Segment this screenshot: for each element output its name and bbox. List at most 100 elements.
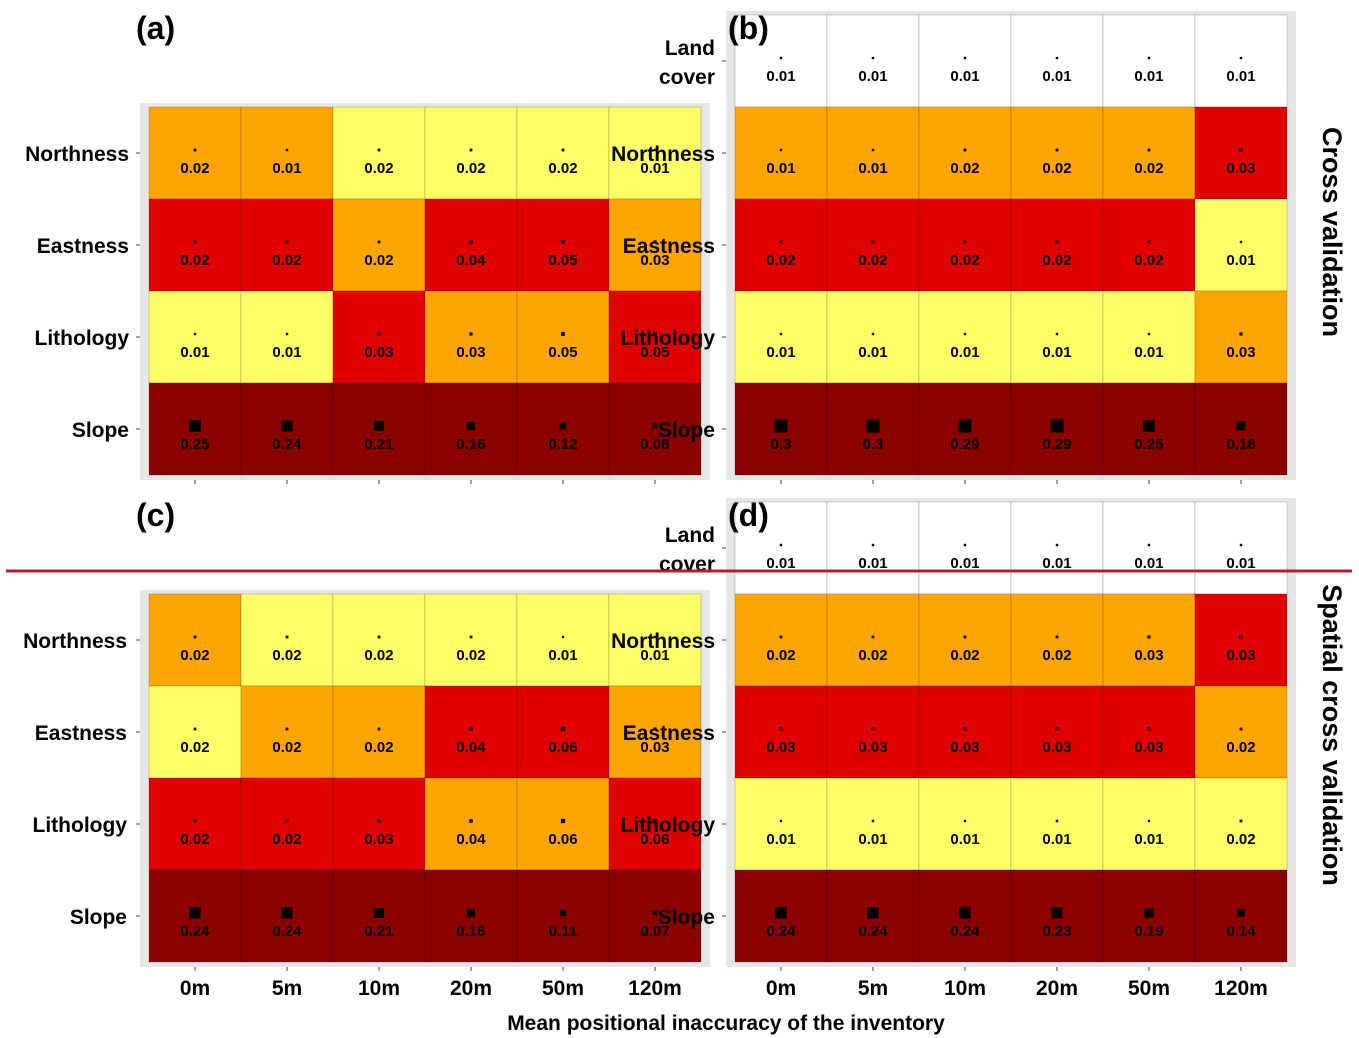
importance-marker (193, 148, 197, 152)
importance-marker (285, 240, 289, 244)
importance-marker (285, 635, 289, 639)
importance-marker (1239, 332, 1243, 336)
importance-marker (871, 240, 875, 244)
importance-marker (193, 727, 197, 731)
heatmap-cell (1194, 501, 1288, 595)
x-tick-label: 20m (450, 977, 492, 1000)
cell-value-label: 0.04 (456, 252, 486, 269)
heatmap-cell (240, 685, 334, 779)
heatmap-cell (148, 777, 242, 871)
heatmap-cell (1010, 14, 1104, 108)
importance-marker (652, 423, 658, 429)
importance-marker (779, 819, 783, 823)
x-tick-label: 120m (628, 977, 682, 1000)
cell-value-label: 0.04 (456, 831, 486, 848)
importance-marker (469, 635, 473, 639)
heatmap-cell (608, 106, 702, 200)
cell-value-label: 0.03 (1226, 160, 1255, 177)
cell-value-label: 0.02 (364, 252, 393, 269)
cell-value-label: 0.01 (1042, 555, 1071, 572)
cell-value-label: 0.02 (456, 160, 485, 177)
importance-marker (871, 727, 875, 731)
cell-value-label: 0.08 (640, 436, 669, 453)
importance-marker (1239, 148, 1243, 152)
importance-marker (1239, 240, 1243, 244)
importance-marker (1055, 148, 1059, 152)
heatmap-cell (516, 593, 610, 687)
cell-value-label: 0.01 (858, 831, 887, 848)
cell-value-label: 0.24 (272, 436, 302, 453)
importance-marker (193, 332, 197, 336)
importance-marker (1147, 635, 1151, 639)
importance-marker (469, 819, 473, 823)
importance-marker (774, 419, 788, 433)
cell-value-label: 0.01 (180, 344, 209, 361)
cell-value-label: 0.03 (456, 344, 485, 361)
y-tick-label: Land cover (659, 524, 715, 576)
cell-value-label: 0.29 (950, 436, 979, 453)
heatmap-cell (148, 106, 242, 200)
importance-marker (779, 148, 783, 152)
y-tick-label: Northness (23, 630, 127, 653)
cell-value-label: 0.01 (1134, 831, 1163, 848)
heatmap-cell (148, 198, 242, 292)
heatmap-cell (608, 869, 702, 963)
cell-value-label: 0.01 (1226, 555, 1255, 572)
cell-value-label: 0.24 (950, 923, 980, 940)
cell-value-label: 0.02 (180, 647, 209, 664)
heatmap-cell (148, 685, 242, 779)
heatmap-cell (1194, 685, 1288, 779)
cell-value-label: 0.02 (456, 647, 485, 664)
importance-marker (285, 727, 289, 731)
importance-marker (653, 332, 657, 336)
y-tick-label: Lithology (621, 327, 716, 350)
importance-marker (1055, 819, 1059, 823)
heatmap-cell (826, 593, 920, 687)
importance-marker (560, 726, 566, 732)
cell-value-label: 0.02 (1226, 831, 1255, 848)
importance-marker (374, 421, 384, 431)
y-tick-label: Slope (70, 906, 127, 929)
importance-marker (1147, 332, 1151, 336)
importance-marker (779, 635, 783, 639)
importance-marker (1147, 819, 1151, 823)
x-tick-label: 120m (1214, 977, 1268, 1000)
heatmap-cell (918, 685, 1012, 779)
cell-value-label: 0.24 (272, 923, 302, 940)
importance-marker (775, 907, 787, 919)
cell-value-label: 0.18 (1226, 436, 1255, 453)
heatmap-cell (608, 593, 702, 687)
panel-label: (d) (728, 497, 769, 533)
cell-value-label: 0.02 (1042, 647, 1071, 664)
importance-marker (1055, 240, 1059, 244)
heatmap-cell (734, 106, 828, 200)
importance-marker (1239, 56, 1243, 60)
importance-marker (377, 148, 381, 152)
cell-value-label: 0.02 (364, 647, 393, 664)
cell-value-label: 0.01 (858, 344, 887, 361)
heatmap-cell (1102, 777, 1196, 871)
importance-marker (779, 727, 783, 731)
panel-label: (c) (136, 497, 175, 533)
cell-value-label: 0.02 (272, 647, 301, 664)
heatmap-cell (240, 777, 334, 871)
importance-marker (1055, 543, 1059, 547)
y-tick-label: Eastness (37, 235, 129, 258)
importance-marker (1239, 543, 1243, 547)
heatmap-cell (240, 290, 334, 384)
importance-marker (779, 56, 783, 60)
x-tick-label: 5m (858, 977, 888, 1000)
cell-value-label: 0.02 (1226, 739, 1255, 756)
heatmap-cell (148, 593, 242, 687)
cell-value-label: 0.02 (1134, 160, 1163, 177)
y-tick-label: Northness (611, 630, 715, 653)
cell-value-label: 0.02 (858, 647, 887, 664)
heatmap-cell (424, 106, 518, 200)
heatmap-cell (826, 685, 920, 779)
importance-marker (653, 240, 657, 244)
importance-marker (871, 148, 875, 152)
cell-value-label: 0.02 (180, 831, 209, 848)
heatmap-cell (734, 198, 828, 292)
importance-marker (963, 727, 967, 731)
